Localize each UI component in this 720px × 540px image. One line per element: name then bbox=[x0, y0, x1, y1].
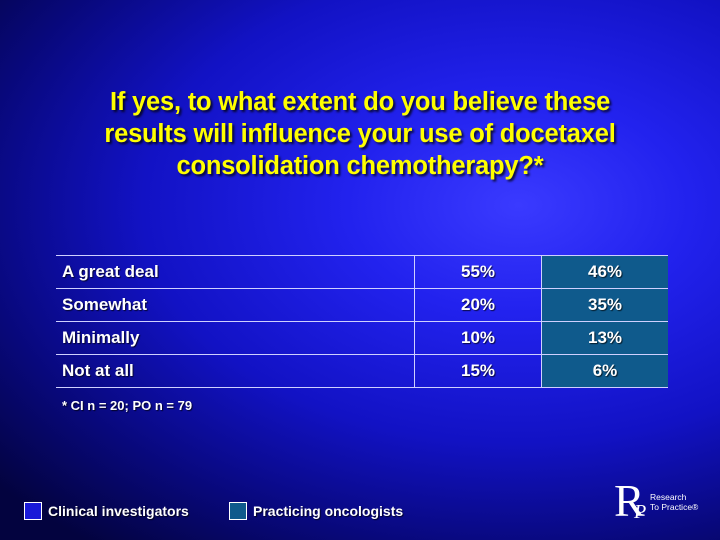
results-table: A great deal 55% 46% Somewhat 20% 35% Mi… bbox=[56, 255, 668, 388]
logo-wordmark: Research To Practice® bbox=[650, 492, 698, 512]
table-row: Somewhat 20% 35% bbox=[56, 288, 668, 322]
table-row: Minimally 10% 13% bbox=[56, 321, 668, 355]
logo-line: Research bbox=[650, 492, 687, 502]
logo-letter-p: P bbox=[634, 501, 647, 523]
row-label: A great deal bbox=[56, 255, 415, 289]
po-value: 35% bbox=[541, 288, 668, 322]
title-line: consolidation chemotherapy?* bbox=[176, 152, 544, 180]
logo-line: To Practice® bbox=[650, 502, 699, 512]
ci-value: 55% bbox=[414, 255, 542, 289]
legend-practicing-oncologists: Practicing oncologists bbox=[229, 502, 403, 520]
ci-value: 20% bbox=[414, 288, 542, 322]
ci-swatch bbox=[24, 502, 42, 520]
table-row: A great deal 55% 46% bbox=[56, 255, 668, 289]
title-line: results will influence your use of docet… bbox=[104, 120, 616, 148]
ci-value: 10% bbox=[414, 321, 542, 355]
legend-clinical-investigators: Clinical investigators bbox=[24, 502, 189, 520]
legend-label: Practicing oncologists bbox=[253, 503, 404, 519]
po-swatch bbox=[229, 502, 247, 520]
row-label: Somewhat bbox=[56, 288, 415, 322]
sample-size-footnote: * CI n = 20; PO n = 79 bbox=[62, 398, 193, 413]
legend-label: Clinical investigators bbox=[48, 503, 189, 519]
po-value: 6% bbox=[541, 354, 668, 388]
po-value: 13% bbox=[541, 321, 668, 355]
po-value: 46% bbox=[541, 255, 668, 289]
research-to-practice-logo: R P Research To Practice® bbox=[614, 478, 714, 530]
title-line: If yes, to what extent do you believe th… bbox=[109, 88, 611, 116]
ci-value: 15% bbox=[414, 354, 542, 388]
row-label: Not at all bbox=[56, 354, 415, 388]
slide-title: If yes, to what extent do you believe th… bbox=[40, 86, 680, 182]
logo-letter-r: R bbox=[614, 475, 645, 526]
row-label: Minimally bbox=[56, 321, 415, 355]
table-row: Not at all 15% 6% bbox=[56, 354, 668, 388]
